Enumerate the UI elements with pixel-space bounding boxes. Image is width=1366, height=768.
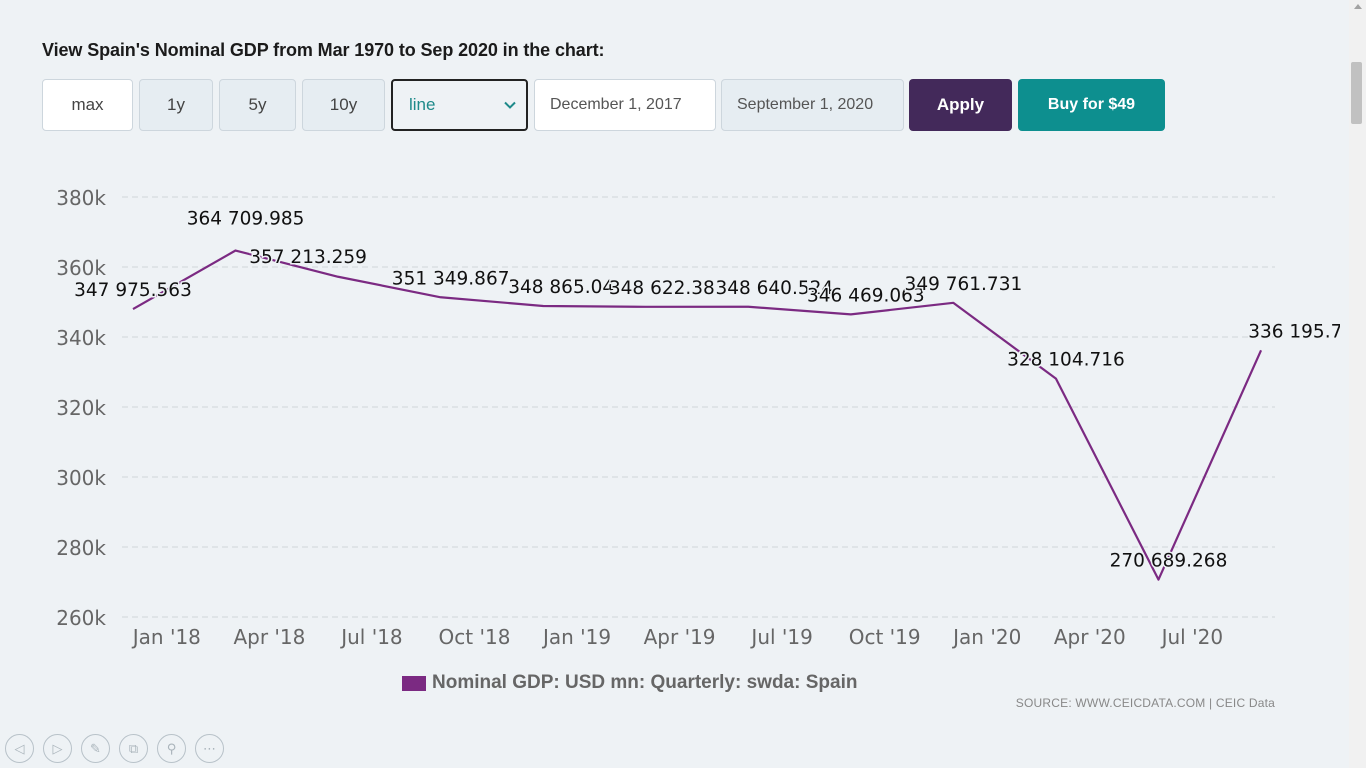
y-tick-label: 280k — [56, 536, 106, 560]
data-label: 336 195.784 — [1248, 321, 1340, 342]
data-label: 346 469.063 — [807, 285, 925, 306]
x-tick-label: Oct '19 — [849, 625, 921, 649]
forward-icon[interactable]: ▷ — [43, 734, 72, 763]
data-point — [1054, 377, 1058, 381]
copy-icon[interactable]: ⧉ — [119, 734, 148, 763]
chart-legend[interactable]: Nominal GDP: USD mn: Quarterly: swda: Sp… — [402, 672, 857, 694]
x-tick-label: Jul '19 — [749, 625, 812, 649]
zoom-icon[interactable]: ⚲ — [157, 734, 186, 763]
page-title: View Spain's Nominal GDP from Mar 1970 t… — [42, 40, 605, 60]
data-point — [131, 307, 135, 311]
data-point — [234, 249, 238, 253]
data-point — [541, 304, 545, 308]
y-tick-label: 260k — [56, 606, 106, 630]
chevron-down-icon — [504, 101, 516, 109]
range-max-button[interactable]: max — [42, 79, 133, 131]
date-from-input[interactable]: December 1, 2017 — [534, 79, 716, 131]
legend-label: Nominal GDP: USD mn: Quarterly: swda: Sp… — [432, 672, 858, 693]
x-tick-label: Jul '18 — [339, 625, 402, 649]
data-label: 348 865.04 — [508, 277, 614, 298]
more-icon[interactable]: ⋯ — [195, 734, 224, 763]
chart-toolbar: ◁ ▷ ✎ ⧉ ⚲ ⋯ — [5, 734, 233, 763]
data-point — [439, 295, 443, 299]
y-tick-label: 320k — [56, 396, 106, 420]
y-tick-label: 380k — [56, 186, 106, 210]
y-tick-label: 360k — [56, 256, 106, 280]
source-credit: SOURCE: WWW.CEICDATA.COM | CEIC Data — [1015, 696, 1275, 710]
chart-type-value: line — [409, 95, 436, 114]
x-tick-label: Oct '18 — [439, 625, 511, 649]
y-tick-label: 300k — [56, 466, 106, 490]
range-10y-button[interactable]: 10y — [302, 79, 385, 131]
x-tick-label: Jan '19 — [541, 625, 611, 649]
scrollbar[interactable] — [1349, 0, 1366, 768]
legend-swatch — [402, 675, 426, 691]
data-point — [951, 301, 955, 305]
data-point — [336, 275, 340, 279]
data-point — [849, 312, 853, 316]
x-tick-label: Jul '20 — [1160, 625, 1223, 649]
data-label: 348 622.383 — [609, 278, 727, 299]
data-label: 348 640.524 — [715, 278, 833, 299]
x-tick-label: Apr '19 — [644, 625, 716, 649]
data-label: 364 709.985 — [187, 209, 305, 230]
pencil-icon[interactable]: ✎ — [81, 734, 110, 763]
data-label: 347 975.563 — [74, 280, 192, 301]
apply-button[interactable]: Apply — [909, 79, 1012, 131]
x-tick-label: Jan '20 — [951, 625, 1021, 649]
range-5y-button[interactable]: 5y — [219, 79, 296, 131]
gdp-line-chart: 260k 280k 300k 320k 340k 360k 380k Jan '18 Apr '… — [56, 186, 1340, 649]
x-tick-label: Apr '20 — [1054, 625, 1126, 649]
back-icon[interactable]: ◁ — [5, 734, 34, 763]
data-point — [746, 305, 750, 309]
chart-type-select[interactable]: line — [391, 79, 528, 131]
data-label: 357 213.259 — [249, 247, 367, 268]
series-line — [132, 249, 1263, 581]
data-label: 351 349.867 — [392, 268, 510, 289]
scroll-up-icon[interactable] — [1354, 4, 1362, 9]
date-to-input[interactable]: September 1, 2020 — [721, 79, 904, 131]
data-label: 270 689.268 — [1110, 551, 1228, 572]
data-label: 349 761.731 — [905, 274, 1023, 295]
range-1y-button[interactable]: 1y — [139, 79, 213, 131]
data-point — [644, 305, 648, 309]
scrollbar-thumb[interactable] — [1351, 62, 1362, 124]
data-point — [1259, 348, 1263, 352]
y-tick-label: 340k — [56, 326, 106, 350]
data-label: 328 104.716 — [1007, 350, 1125, 371]
buy-button[interactable]: Buy for $49 — [1018, 79, 1165, 131]
x-tick-label: Jan '18 — [131, 625, 201, 649]
x-tick-label: Apr '18 — [233, 625, 305, 649]
data-point — [1157, 578, 1161, 582]
